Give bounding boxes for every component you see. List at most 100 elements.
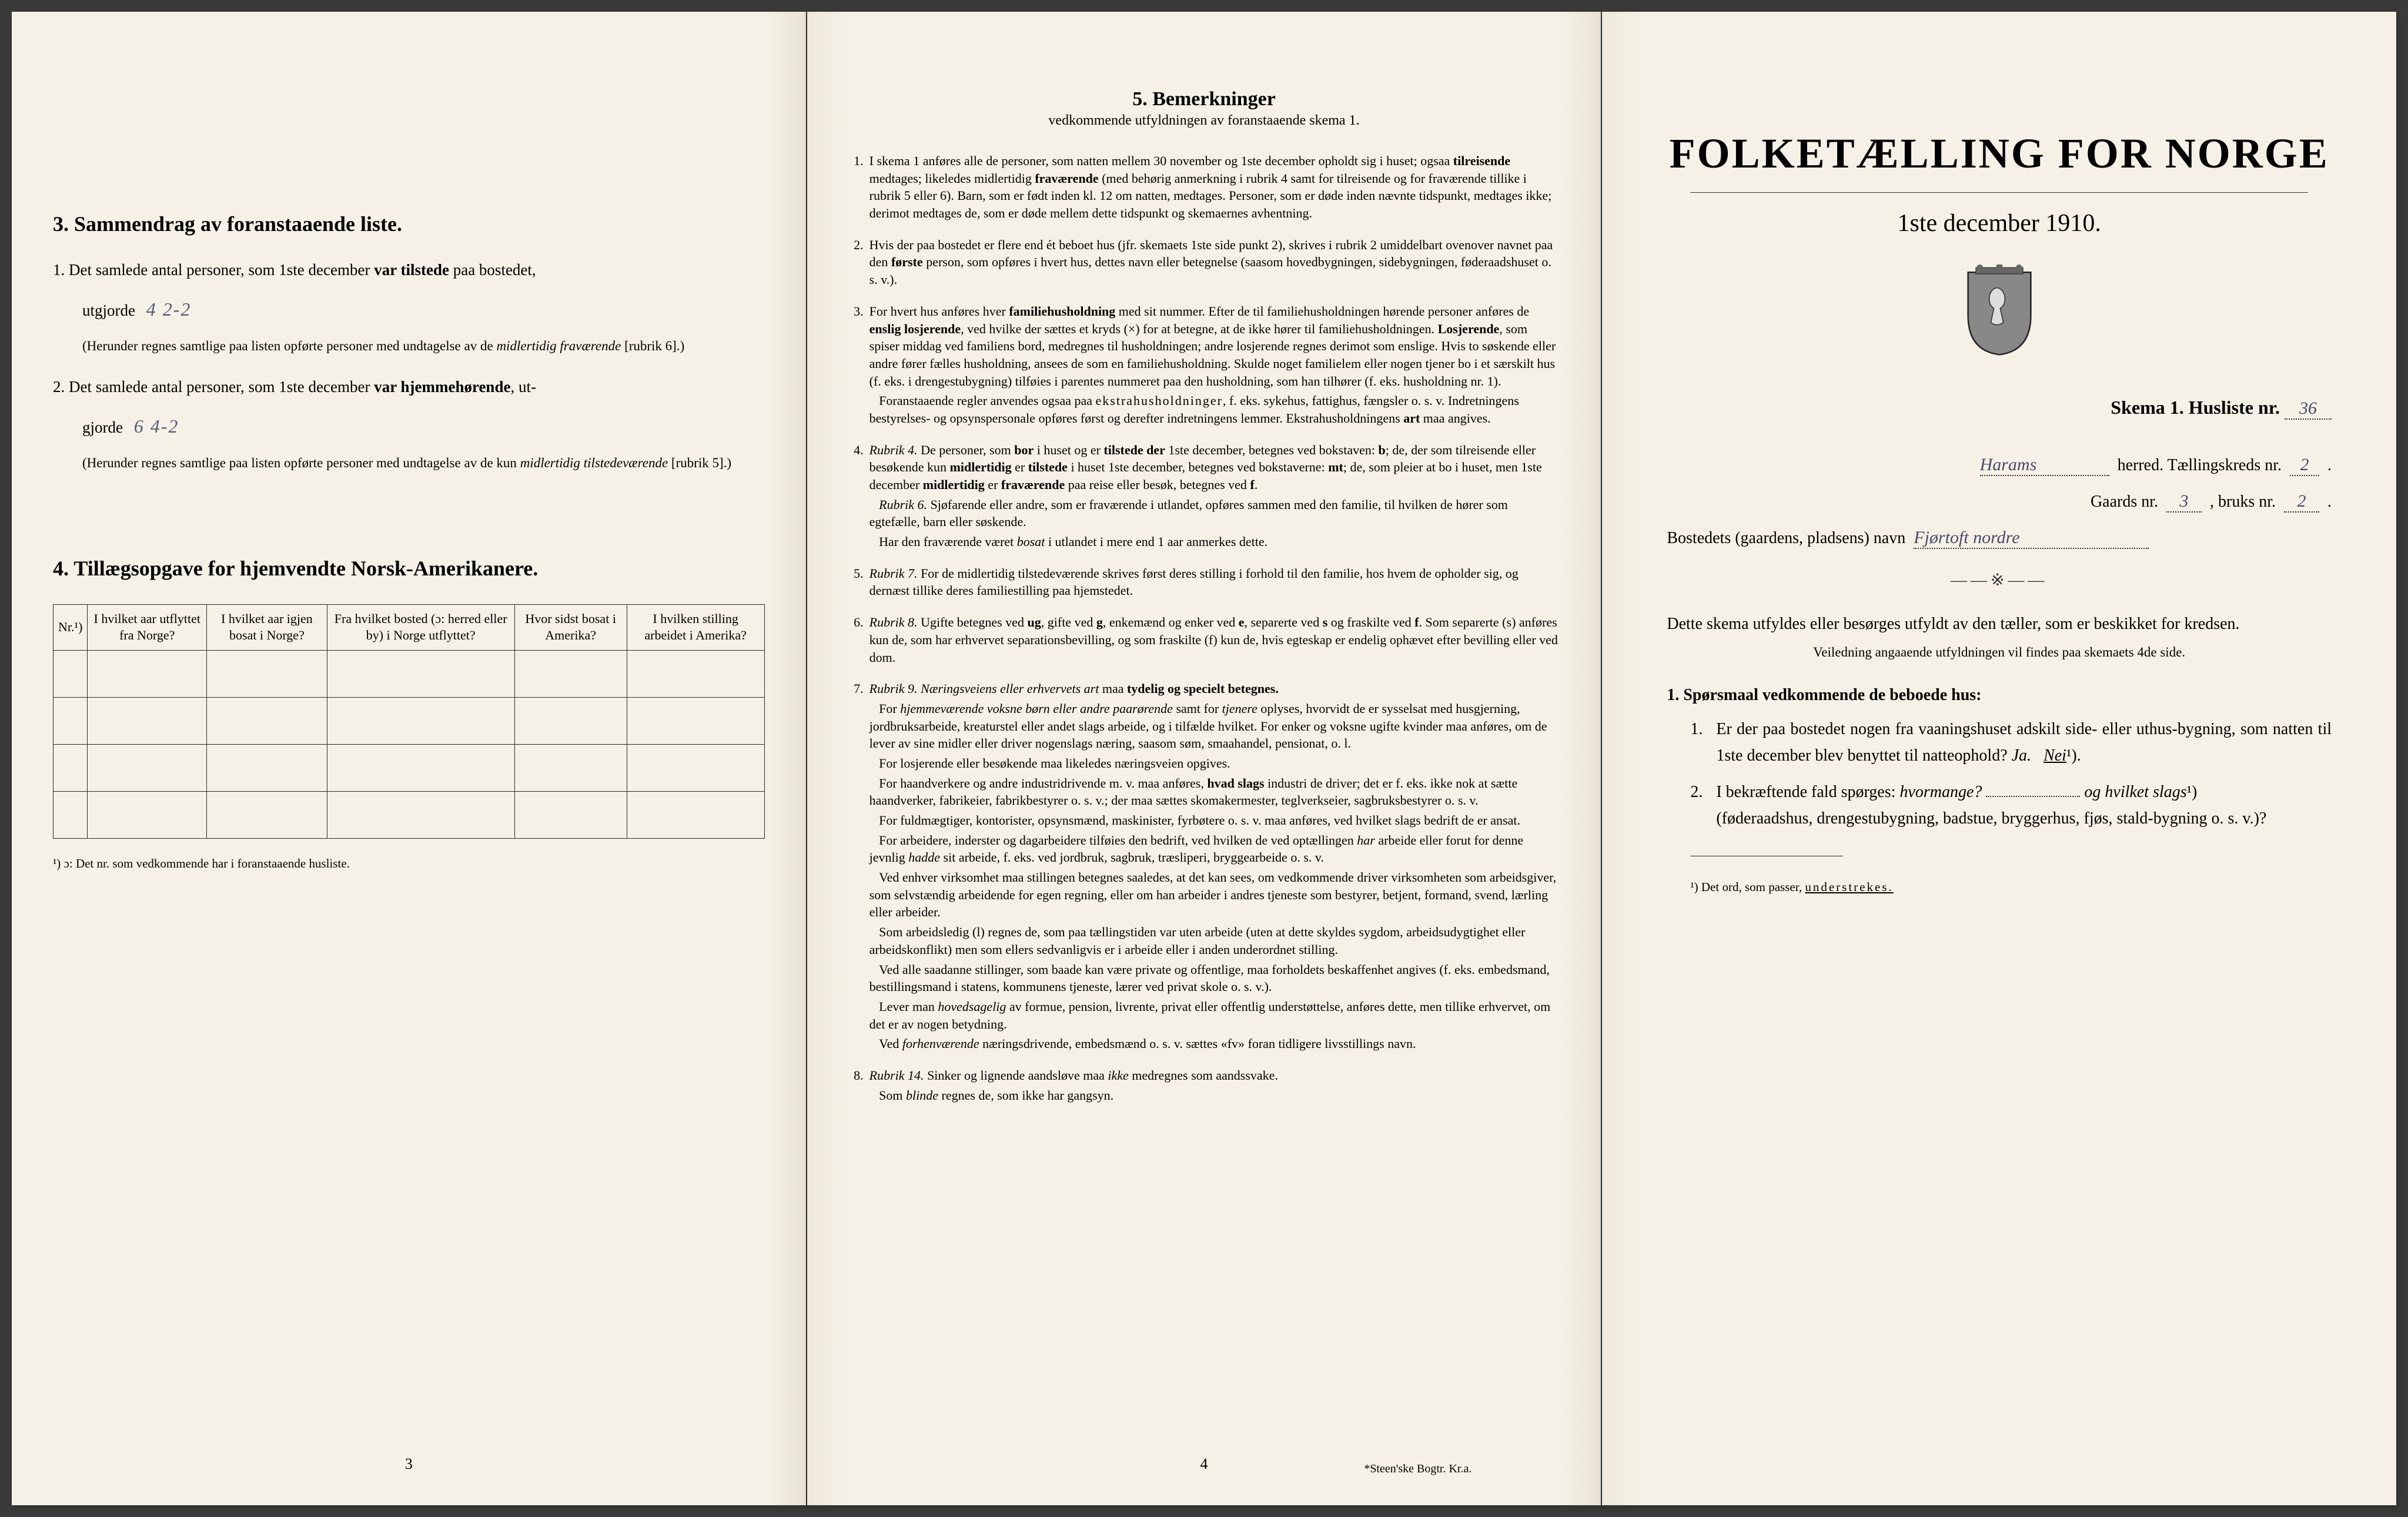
ornament-icon: ――※―― <box>1667 570 2332 590</box>
kreds-nr: 2 <box>2290 455 2319 476</box>
table-header: Hvor sidst bosat i Amerika? <box>514 604 627 650</box>
table-cell <box>53 744 88 791</box>
question-heading: 1. Spørsmaal vedkommende de beboede hus: <box>1667 686 2332 705</box>
remark-body: Rubrik 4. De personer, som bor i huset o… <box>869 441 1560 553</box>
herred-name: Harams <box>1980 455 2109 476</box>
remark-item: 6.Rubrik 8. Ugifte betegnes ved ug, gift… <box>848 614 1560 668</box>
remark-item: 8.Rubrik 14. Sinker og lignende aandsløv… <box>848 1067 1560 1106</box>
page-4: 5. Bemerkninger vedkommende utfyldningen… <box>807 12 1601 1505</box>
table-cell <box>207 697 327 744</box>
census-date: 1ste december 1910. <box>1667 209 2332 237</box>
table-header: Nr.¹) <box>53 604 88 650</box>
remark-body: Hvis der paa bostedet er flere end ét be… <box>869 236 1560 291</box>
table-cell <box>627 791 764 838</box>
remark-number: 2. <box>848 236 869 291</box>
census-title: FOLKETÆLLING FOR NORGE <box>1667 129 2332 178</box>
remark-body: Rubrik 7. For de midlertidig tilstedevær… <box>869 565 1560 602</box>
item-2-note: (Herunder regnes samtlige paa listen opf… <box>82 453 765 474</box>
page-title-page: FOLKETÆLLING FOR NORGE 1ste december 191… <box>1602 12 2396 1505</box>
table-cell <box>88 650 207 697</box>
table-cell <box>88 791 207 838</box>
remark-item: 3.For hvert hus anføres hver familiehush… <box>848 303 1560 430</box>
section-5-title: 5. Bemerkninger <box>848 88 1560 110</box>
table-cell <box>514 744 627 791</box>
table-cell <box>514 697 627 744</box>
table-cell <box>514 650 627 697</box>
table-row <box>53 744 765 791</box>
table-row <box>53 791 765 838</box>
husliste-nr: 36 <box>2285 398 2332 420</box>
hvormange-blank <box>1986 796 2080 797</box>
table-row <box>53 697 765 744</box>
section-5-subtitle: vedkommende utfyldningen av foranstaaend… <box>848 113 1560 129</box>
remark-body: I skema 1 anføres alle de personer, som … <box>869 152 1560 225</box>
table-cell <box>88 697 207 744</box>
herred-line: Harams herred. Tællingskreds nr. 2. <box>1667 455 2332 476</box>
section-4: 4. Tillægsopgave for hjemvendte Norsk-Am… <box>53 556 765 871</box>
table-cell <box>207 650 327 697</box>
table-cell <box>88 744 207 791</box>
table-header: I hvilket aar utflyttet fra Norge? <box>88 604 207 650</box>
remark-number: 3. <box>848 303 869 430</box>
remark-number: 1. <box>848 152 869 225</box>
table-header: I hvilken stilling arbeidet i Amerika? <box>627 604 764 650</box>
skema-line: Skema 1. Husliste nr. 36 <box>1667 397 2332 420</box>
remark-body: Rubrik 14. Sinker og lignende aandsløve … <box>869 1067 1560 1106</box>
table-cell <box>514 791 627 838</box>
bosted-name: Fjørtoft nordre <box>1914 528 2149 549</box>
section-3-title: 3. Sammendrag av foranstaaende liste. <box>53 212 765 236</box>
remark-body: For hvert hus anføres hver familiehushol… <box>869 303 1560 430</box>
table-header: I hvilket aar igjen bosat i Norge? <box>207 604 327 650</box>
gaard-nr: 3 <box>2166 491 2202 513</box>
table-row <box>53 650 765 697</box>
item-2-line2: gjorde 6 4-2 <box>82 411 765 441</box>
table-cell <box>53 791 88 838</box>
bruks-nr: 2 <box>2284 491 2319 513</box>
remark-number: 5. <box>848 565 869 602</box>
handwritten-count-1: 4 2-2 <box>139 299 199 320</box>
answer-nei: Nei <box>2044 746 2066 765</box>
remark-number: 7. <box>848 680 869 1055</box>
amerikanere-table: Nr.¹)I hvilket aar utflyttet fra Norge?I… <box>53 604 765 839</box>
table-cell <box>53 697 88 744</box>
page-3: 3. Sammendrag av foranstaaende liste. 1.… <box>12 12 806 1505</box>
item-1-line1: 1. Det samlede antal personer, som 1ste … <box>53 257 765 283</box>
table-cell <box>327 650 514 697</box>
table-cell <box>327 697 514 744</box>
three-page-spread: 3. Sammendrag av foranstaaende liste. 1.… <box>12 12 2396 1505</box>
handwritten-count-2: 6 4-2 <box>127 416 186 437</box>
remark-item: 2.Hvis der paa bostedet er flere end ét … <box>848 236 1560 291</box>
table-cell <box>627 697 764 744</box>
item-1-note: (Herunder regnes samtlige paa listen opf… <box>82 336 765 357</box>
remark-number: 8. <box>848 1067 869 1106</box>
instruction-text: Dette skema utfyldes eller besørges utfy… <box>1667 611 2332 638</box>
printer-mark: *Steen'ske Bogtr. Kr.a. <box>1364 1462 1471 1476</box>
remark-number: 6. <box>848 614 869 668</box>
remark-item: 7.Rubrik 9. Næringsveiens eller erhverve… <box>848 680 1560 1055</box>
section-3: 3. Sammendrag av foranstaaende liste. 1.… <box>53 212 765 474</box>
remark-item: 5.Rubrik 7. For de midlertidig tilstedev… <box>848 565 1560 602</box>
table-header: Fra hvilket bosted (ɔ: herred eller by) … <box>327 604 514 650</box>
table-cell <box>53 650 88 697</box>
gaard-line: Gaards nr. 3 , bruks nr. 2. <box>1667 491 2332 513</box>
remark-body: Rubrik 9. Næringsveiens eller erhvervets… <box>869 680 1560 1055</box>
remark-item: 1.I skema 1 anføres alle de personer, so… <box>848 152 1560 225</box>
remark-body: Rubrik 8. Ugifte betegnes ved ug, gifte … <box>869 614 1560 668</box>
right-footnote: ¹) Det ord, som passer, understrekes. <box>1690 880 2332 895</box>
page-number-3: 3 <box>12 1455 806 1473</box>
remark-number: 4. <box>848 441 869 553</box>
table-cell <box>627 744 764 791</box>
instruction-sub: Veiledning angaaende utfyldningen vil fi… <box>1667 645 2332 660</box>
coat-of-arms-icon <box>1667 264 2332 361</box>
item-2-line1: 2. Det samlede antal personer, som 1ste … <box>53 374 765 400</box>
page-number-4: 4 <box>807 1455 1601 1473</box>
table-cell <box>327 791 514 838</box>
bosted-line: Bostedets (gaardens, pladsens) navn Fjør… <box>1667 528 2332 549</box>
question-1: 1. Er der paa bostedet nogen fra vaaning… <box>1690 716 2332 769</box>
table-cell <box>207 791 327 838</box>
answer-ja: Ja. <box>2012 746 2031 765</box>
remarks-list: 1.I skema 1 anføres alle de personer, so… <box>848 152 1560 1106</box>
section-4-title: 4. Tillægsopgave for hjemvendte Norsk-Am… <box>53 556 765 581</box>
table-cell <box>207 744 327 791</box>
table-cell <box>627 650 764 697</box>
